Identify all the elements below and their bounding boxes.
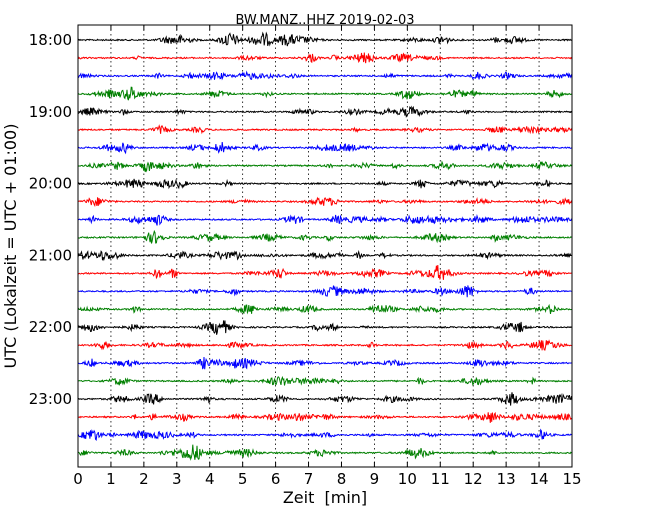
x-tick-label: 5: [238, 470, 248, 488]
seismic-trace: [77, 178, 572, 190]
x-tick-label: 0: [73, 470, 83, 488]
y-tick-label: 20:00: [29, 175, 72, 193]
seismic-trace: [77, 392, 572, 406]
seismic-trace: [77, 105, 572, 118]
y-tick-label: 19:00: [29, 103, 72, 121]
seismic-trace: [77, 70, 572, 81]
x-tick-label: 6: [271, 470, 281, 488]
x-tick-label: 13: [497, 470, 516, 488]
x-tick-label: 9: [370, 470, 380, 488]
y-tick-label: 21:00: [29, 246, 72, 264]
seismic-trace: [77, 411, 572, 423]
x-axis-label: Zeit [min]: [283, 488, 367, 507]
x-tick-label: 14: [530, 470, 549, 488]
seismic-trace: [77, 320, 572, 335]
chart-title: BW.MANZ..HHZ 2019-02-03: [235, 13, 414, 28]
seismic-trace: [77, 160, 572, 173]
x-tick-label: 7: [304, 470, 314, 488]
x-tick-label: 12: [464, 470, 483, 488]
seismic-trace: [77, 86, 572, 101]
x-axis: 0 1 2 3 4 5 6 7 8 9 10 11 12 13 14 15: [73, 25, 582, 488]
seismic-trace: [77, 375, 572, 386]
seismic-trace: [77, 285, 572, 298]
y-tick-label: 22:00: [29, 318, 72, 336]
seismic-trace: [77, 52, 572, 64]
seismic-trace: [77, 31, 572, 47]
x-tick-label: 1: [106, 470, 116, 488]
seismic-trace: [77, 428, 572, 442]
plot-frame: [77, 24, 573, 468]
y-axis-label: UTC (Lokalzeit = UTC + 01:00): [1, 124, 20, 369]
seismic-trace: [77, 264, 572, 280]
seismic-trace: [77, 124, 572, 135]
seismic-trace: [77, 229, 572, 244]
plot-area: [77, 25, 572, 467]
x-tick-label: 4: [205, 470, 215, 488]
x-tick-label: 10: [398, 470, 417, 488]
x-tick-label: 2: [139, 470, 149, 488]
seismic-trace: [77, 444, 572, 461]
x-tick-label: 11: [431, 470, 450, 488]
y-tick-label: 23:00: [29, 390, 72, 408]
y-tick-label: 18:00: [29, 31, 72, 49]
seismic-trace: [77, 196, 572, 208]
seismic-trace: [77, 141, 572, 155]
seismic-trace: [77, 249, 572, 262]
seismic-trace: [77, 339, 572, 351]
x-tick-label: 3: [172, 470, 182, 488]
x-tick-label: 15: [562, 470, 581, 488]
seismic-trace: [77, 214, 572, 226]
y-axis: 18:00 19:00 20:00 21:00 22:00 23:00: [29, 31, 572, 408]
seismic-trace: [77, 303, 572, 315]
x-tick-label: 8: [337, 470, 347, 488]
seismic-trace: [77, 357, 572, 370]
